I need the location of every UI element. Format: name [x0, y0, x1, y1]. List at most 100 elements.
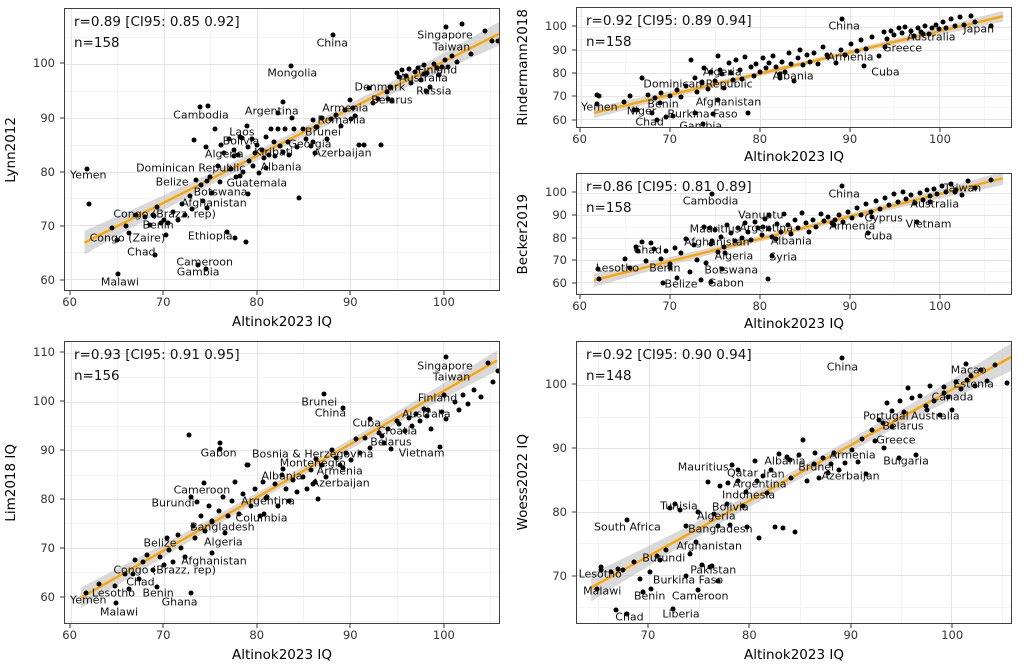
scatter-point — [952, 23, 958, 29]
country-label: China — [828, 19, 860, 33]
scatter-point — [427, 84, 433, 90]
scatter-point — [319, 462, 325, 468]
scatter-point — [961, 22, 967, 28]
scatter-point — [639, 239, 645, 245]
scatter-point — [418, 77, 424, 83]
scatter-point — [640, 589, 646, 595]
scatter-point — [136, 576, 142, 582]
scatter-point — [308, 143, 314, 149]
x-tick-mark — [849, 295, 851, 299]
country-label: Belize — [143, 536, 177, 550]
country-label: Brunei — [305, 125, 341, 139]
country-label: Burkina Faso — [652, 573, 724, 587]
x-tick-label: 60 — [62, 628, 77, 642]
scatter-point — [594, 92, 600, 98]
country-label: Ghana — [161, 595, 198, 609]
scatter-point — [113, 600, 119, 606]
country-label: Yemen — [581, 100, 618, 114]
scatter-point — [627, 93, 633, 99]
scatter-point — [495, 368, 499, 374]
scatter-point — [289, 115, 295, 121]
country-label: Vietnam — [905, 217, 952, 231]
scatter-point — [209, 190, 215, 196]
scatter-point — [203, 144, 209, 150]
scatter-point — [766, 60, 772, 66]
grid-line-minor-vertical — [489, 9, 491, 290]
grid-line-minor-vertical — [715, 8, 717, 127]
scatter-point — [413, 411, 419, 417]
country-label: Bulgaria — [883, 454, 929, 468]
scatter-point — [620, 567, 626, 573]
scatter-point — [667, 265, 673, 270]
grid-line-minor-horizontal — [65, 571, 499, 573]
scatter-point — [903, 196, 909, 202]
scatter-point — [443, 354, 449, 360]
scatter-point — [858, 212, 864, 218]
scatter-point — [972, 383, 978, 389]
grid-line-horizontal — [577, 385, 1011, 387]
y-tick-mark — [60, 498, 64, 500]
scatter-point — [236, 511, 242, 517]
scatter-point — [460, 392, 466, 397]
y-tick-mark — [572, 25, 576, 27]
grid-line-horizontal — [577, 237, 1011, 239]
x-tick-mark — [69, 624, 71, 628]
x-tick-mark — [669, 128, 671, 132]
scatter-point — [699, 562, 705, 568]
scatter-point — [340, 405, 346, 411]
scatter-point — [608, 569, 614, 575]
scatter-point — [715, 249, 721, 255]
scatter-point — [839, 355, 845, 361]
x-axis-ticks: 60 70 80 90 100 — [62, 624, 500, 644]
scatter-point — [132, 557, 138, 563]
grid-line-vertical — [70, 342, 72, 623]
scatter-point — [889, 408, 895, 414]
scatter-point — [909, 395, 915, 401]
scatter-point — [193, 177, 199, 183]
country-label: Estonia — [953, 377, 994, 391]
grid-line-minor-horizontal — [577, 182, 1011, 183]
scatter-point — [882, 44, 888, 50]
grid-line-vertical — [850, 342, 852, 623]
country-label: Australia — [399, 71, 448, 85]
scatter-point — [280, 99, 286, 105]
scatter-point — [658, 256, 664, 262]
x-tick-mark — [939, 128, 941, 132]
y-tick-mark — [572, 447, 576, 449]
scatter-point — [439, 409, 445, 415]
scatter-point — [627, 265, 633, 271]
scatter-point — [263, 495, 269, 501]
scatter-point — [752, 458, 758, 464]
country-label: Argentina — [732, 477, 787, 491]
scatter-point — [745, 229, 751, 235]
scatter-point — [315, 496, 321, 502]
scatter-point — [672, 245, 678, 251]
country-label: Ethiopia — [187, 229, 233, 243]
scatter-point — [786, 50, 792, 56]
scatter-point — [735, 225, 741, 231]
y-tick-mark — [60, 171, 64, 173]
scatter-point — [884, 400, 890, 406]
scatter-point — [229, 498, 235, 504]
scatter-point — [848, 41, 854, 47]
scatter-point — [126, 586, 132, 592]
scatter-point — [943, 189, 949, 195]
country-label: Iran — [763, 467, 785, 481]
scatter-point — [891, 191, 897, 197]
x-axis-ticks: 70 80 90 100 — [576, 624, 1012, 644]
country-label: China — [826, 360, 859, 374]
scatter-point — [905, 385, 911, 391]
y-tick-mark — [572, 259, 576, 261]
scatter-point — [748, 64, 754, 70]
scatter-point — [872, 438, 878, 444]
scatter-point — [988, 177, 994, 183]
country-label: Armenia — [829, 219, 876, 233]
regression-layer — [65, 350, 499, 608]
grid-line-vertical — [163, 342, 165, 623]
scatter-point — [896, 455, 902, 461]
scatter-point — [394, 418, 400, 424]
scatter-point — [261, 511, 267, 517]
scatter-point — [876, 417, 882, 423]
scatter-point — [396, 74, 402, 80]
grid-line-minor-horizontal — [577, 293, 1011, 294]
